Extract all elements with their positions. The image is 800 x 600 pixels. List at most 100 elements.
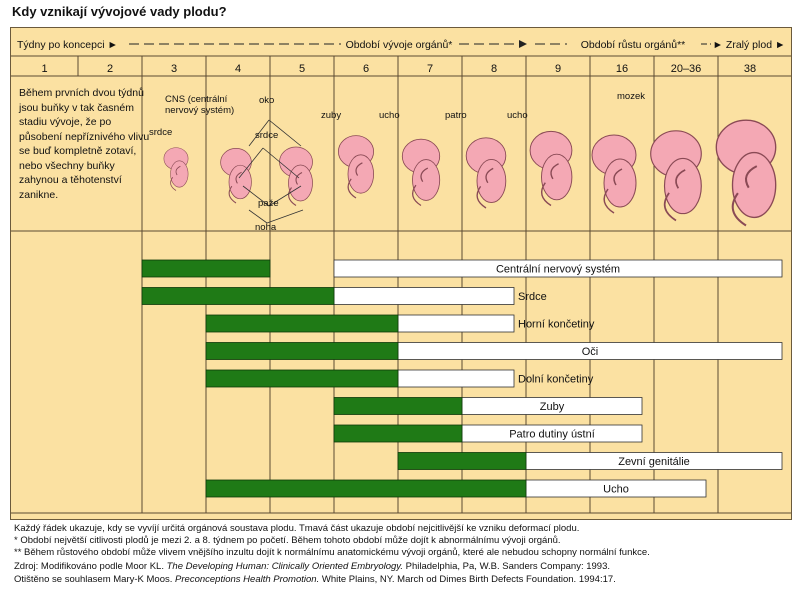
bar-less-sensitive <box>333 287 515 305</box>
bar-sensitive <box>205 479 527 498</box>
label-patro: patro <box>445 110 467 121</box>
growth-period-label: Období růstu orgánů** <box>581 39 686 51</box>
note-growth-period: ** Během růstového období může vlivem vn… <box>14 547 650 558</box>
fetus-body <box>170 160 189 188</box>
fetus-drawing <box>591 134 637 214</box>
week-number: 1 <box>41 63 47 75</box>
fetus-limb <box>540 182 552 207</box>
week-number: 8 <box>491 63 497 75</box>
bar-sensitive <box>141 259 271 278</box>
note-row-explanation: Každý řádek ukazuje, kdy se vyvíjí určit… <box>14 523 580 534</box>
fetus-arm <box>613 168 623 186</box>
fetus-drawing <box>529 130 573 207</box>
label-srdce-week4: srdce <box>255 130 279 141</box>
source-citation: Zdroj: Modifikováno podle Moor KL. The D… <box>14 561 794 572</box>
fetus-drawing <box>163 147 189 191</box>
fetus-body <box>663 157 702 215</box>
fetus-body <box>288 164 313 202</box>
permission-title: Preconceptions Health Promotion. <box>175 574 320 585</box>
bar-less-sensitive <box>397 369 515 388</box>
fetus-body <box>476 158 507 204</box>
fetus-arm <box>355 162 363 176</box>
label-leader-line <box>268 185 302 207</box>
organ-period-arrowhead <box>519 40 527 48</box>
label-paze: paže <box>258 198 279 209</box>
label-leader-line <box>238 147 264 179</box>
label-leader-line <box>248 209 268 224</box>
bar-sensitive <box>397 452 527 470</box>
development-chart: Týdny po koncepci ► Období vývoje orgánů*… <box>11 39 791 514</box>
organ-label: Zevní genitálie <box>618 456 690 468</box>
permission-suffix: White Plains, NY. March od Dimes Birth D… <box>321 574 616 585</box>
label-leader-line <box>266 209 304 224</box>
week-number: 38 <box>744 63 756 75</box>
fetus-limb <box>663 192 677 222</box>
mature-fetus-label: ► Zralý plod ► <box>713 39 786 51</box>
fetus-body <box>541 153 573 201</box>
fetus-limb <box>170 177 177 191</box>
fetus-body <box>412 159 441 201</box>
source-title: The Developing Human: Clinically Oriente… <box>166 561 403 572</box>
label-noha: noha <box>255 222 277 233</box>
label-leader-line <box>248 119 270 147</box>
fetus-limb <box>603 188 615 214</box>
fetus-limb <box>731 192 747 227</box>
fetus-limb <box>228 185 237 204</box>
fetus-drawing <box>220 148 252 204</box>
fetus-arm <box>420 167 429 183</box>
week-number: 4 <box>235 63 241 75</box>
permission-prefix: Otištěno se souhlasem Mary-K Moos. <box>14 574 173 585</box>
organ-label: Dolní končetiny <box>518 374 594 386</box>
organ-period-label: Období vývoje orgánů* <box>346 39 453 51</box>
bar-sensitive <box>333 397 463 415</box>
fetus-drawing <box>715 119 777 227</box>
organ-label: Horní končetiny <box>518 319 595 331</box>
fetus-arm <box>175 165 181 176</box>
organ-label: Centrální nervový systém <box>496 264 620 276</box>
weeks-header: Týdny po koncepci ► <box>17 39 118 51</box>
label-leader-line <box>262 147 300 179</box>
bar-sensitive <box>205 342 399 360</box>
week-number: 20–36 <box>671 63 702 75</box>
fetus-drawing <box>465 137 507 209</box>
label-cns: CNS (centrální nervový systém) <box>165 94 235 116</box>
label-zuby: zuby <box>321 110 342 121</box>
fetus-drawing <box>401 138 441 207</box>
organ-label: Zuby <box>540 401 565 413</box>
week-number: 7 <box>427 63 433 75</box>
fetus-arm <box>295 171 303 185</box>
organ-label: Oči <box>582 346 599 358</box>
fetus-drawing <box>337 135 375 199</box>
organ-label: Patro dutiny ústní <box>509 429 595 441</box>
week-number: 16 <box>616 63 628 75</box>
bar-less-sensitive <box>333 259 783 278</box>
fetus-arm <box>745 165 758 189</box>
early-weeks-description: Během prvních dvou týdnů jsou buňky v ta… <box>19 87 150 201</box>
label-ucho-week6: ucho <box>379 110 400 121</box>
fetus-limb <box>411 184 422 207</box>
bar-less-sensitive <box>397 314 515 333</box>
fetus-arm <box>550 163 559 180</box>
source-prefix: Zdroj: Modifikováno podle Moor KL. <box>14 561 164 572</box>
bar-sensitive <box>333 424 463 443</box>
label-leader-line <box>268 119 302 147</box>
fetus-limb <box>476 186 487 209</box>
organ-label: Srdce <box>518 291 547 303</box>
fetus-body <box>228 164 252 200</box>
note-organ-period: * Období největší citlivosti plodů je me… <box>14 535 561 546</box>
label-ucho-week8: ucho <box>507 110 528 121</box>
organ-label: Ucho <box>603 484 629 496</box>
fetus-drawing <box>650 130 702 222</box>
label-oko: oko <box>259 95 275 106</box>
bar-sensitive <box>141 287 335 305</box>
week-number: 6 <box>363 63 369 75</box>
permission-citation: Otištěno se souhlasem Mary-K Moos. Preco… <box>14 574 794 585</box>
fetus-limb <box>347 178 357 199</box>
label-srdce-week3: srdce <box>149 127 173 138</box>
label-mozek: mozek <box>617 91 645 102</box>
week-number: 9 <box>555 63 561 75</box>
bar-sensitive <box>205 369 399 388</box>
source-suffix: Philadelphia, Pa, W.B. Sanders Company: … <box>405 561 610 572</box>
fetus-arm <box>485 167 494 184</box>
